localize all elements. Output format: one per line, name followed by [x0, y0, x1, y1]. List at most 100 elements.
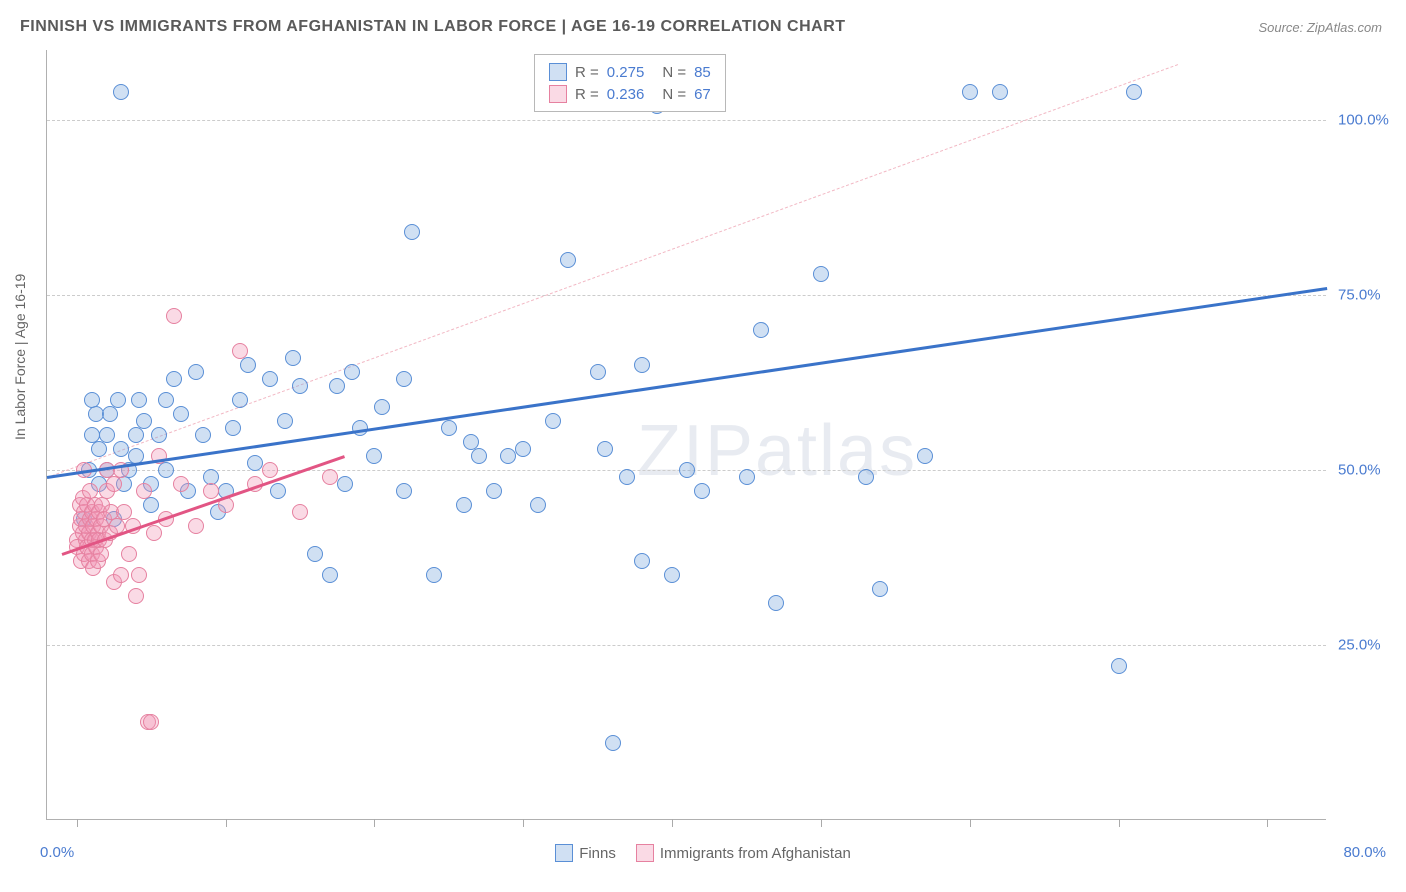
scatter-point [262, 462, 278, 478]
scatter-point [232, 392, 248, 408]
y-axis-label: In Labor Force | Age 16-19 [12, 274, 28, 440]
gridline [47, 120, 1326, 121]
scatter-point [634, 357, 650, 373]
scatter-point [146, 525, 162, 541]
watermark: ZIPatlas [637, 410, 917, 492]
scatter-point [113, 441, 129, 457]
scatter-point [285, 350, 301, 366]
legend-correlation: R =0.275N =85R =0.236N =67 [534, 54, 726, 112]
x-tick [970, 819, 971, 827]
scatter-point [225, 420, 241, 436]
scatter-point [166, 371, 182, 387]
x-tick [821, 819, 822, 827]
scatter-point [113, 84, 129, 100]
legend-row: R =0.275N =85 [549, 61, 711, 83]
scatter-point [664, 567, 680, 583]
scatter-point [337, 476, 353, 492]
scatter-point [99, 427, 115, 443]
scatter-point [619, 469, 635, 485]
scatter-point [962, 84, 978, 100]
legend-swatch [555, 844, 573, 862]
scatter-point [106, 476, 122, 492]
scatter-point [441, 420, 457, 436]
legend-r-value: 0.275 [607, 64, 645, 81]
scatter-point [515, 441, 531, 457]
y-tick-label: 75.0% [1338, 287, 1398, 304]
x-tick [523, 819, 524, 827]
scatter-point [277, 413, 293, 429]
scatter-point [992, 84, 1008, 100]
scatter-point [143, 714, 159, 730]
scatter-point [471, 448, 487, 464]
scatter-point [634, 553, 650, 569]
scatter-point [322, 567, 338, 583]
x-tick [672, 819, 673, 827]
scatter-point [307, 546, 323, 562]
scatter-point [188, 518, 204, 534]
x-tick [77, 819, 78, 827]
scatter-point [679, 462, 695, 478]
legend-row: R =0.236N =67 [549, 83, 711, 105]
scatter-point [136, 413, 152, 429]
scatter-point [131, 392, 147, 408]
scatter-point [872, 581, 888, 597]
scatter-point [500, 448, 516, 464]
scatter-point [131, 567, 147, 583]
gridline [47, 645, 1326, 646]
x-tick [1267, 819, 1268, 827]
scatter-point [753, 322, 769, 338]
scatter-point [270, 483, 286, 499]
legend-n-label: N = [662, 64, 686, 81]
y-tick-label: 50.0% [1338, 462, 1398, 479]
scatter-point [158, 462, 174, 478]
scatter-point [545, 413, 561, 429]
legend-series-label: Finns [579, 845, 616, 862]
scatter-point [917, 448, 933, 464]
scatter-point [158, 392, 174, 408]
scatter-point [590, 364, 606, 380]
scatter-point [396, 371, 412, 387]
scatter-point [404, 224, 420, 240]
scatter-point [110, 392, 126, 408]
legend-n-label: N = [662, 86, 686, 103]
scatter-point [143, 497, 159, 513]
scatter-point [232, 343, 248, 359]
scatter-point [102, 406, 118, 422]
scatter-point [560, 252, 576, 268]
scatter-point [456, 497, 472, 513]
legend-r-label: R = [575, 86, 599, 103]
scatter-point [121, 546, 137, 562]
plot-area: ZIPatlas 25.0%50.0%75.0%100.0% [46, 50, 1326, 820]
trend-extension-line [47, 64, 1178, 478]
scatter-point [768, 595, 784, 611]
scatter-point [113, 567, 129, 583]
scatter-point [151, 427, 167, 443]
scatter-point [1126, 84, 1142, 100]
scatter-point [374, 399, 390, 415]
scatter-point [173, 406, 189, 422]
scatter-point [344, 364, 360, 380]
scatter-point [329, 378, 345, 394]
scatter-point [530, 497, 546, 513]
scatter-point [136, 483, 152, 499]
scatter-point [91, 441, 107, 457]
scatter-point [128, 427, 144, 443]
scatter-point [128, 588, 144, 604]
scatter-point [188, 364, 204, 380]
scatter-point [1111, 658, 1127, 674]
scatter-point [240, 357, 256, 373]
x-tick [1119, 819, 1120, 827]
scatter-point [203, 483, 219, 499]
scatter-point [166, 308, 182, 324]
scatter-point [605, 735, 621, 751]
legend-swatch [636, 844, 654, 862]
scatter-point [813, 266, 829, 282]
scatter-point [292, 504, 308, 520]
trend-line [47, 287, 1327, 479]
chart-title: FINNISH VS IMMIGRANTS FROM AFGHANISTAN I… [20, 18, 846, 36]
scatter-point [739, 469, 755, 485]
scatter-point [694, 483, 710, 499]
x-tick [226, 819, 227, 827]
scatter-point [426, 567, 442, 583]
legend-swatch [549, 63, 567, 81]
